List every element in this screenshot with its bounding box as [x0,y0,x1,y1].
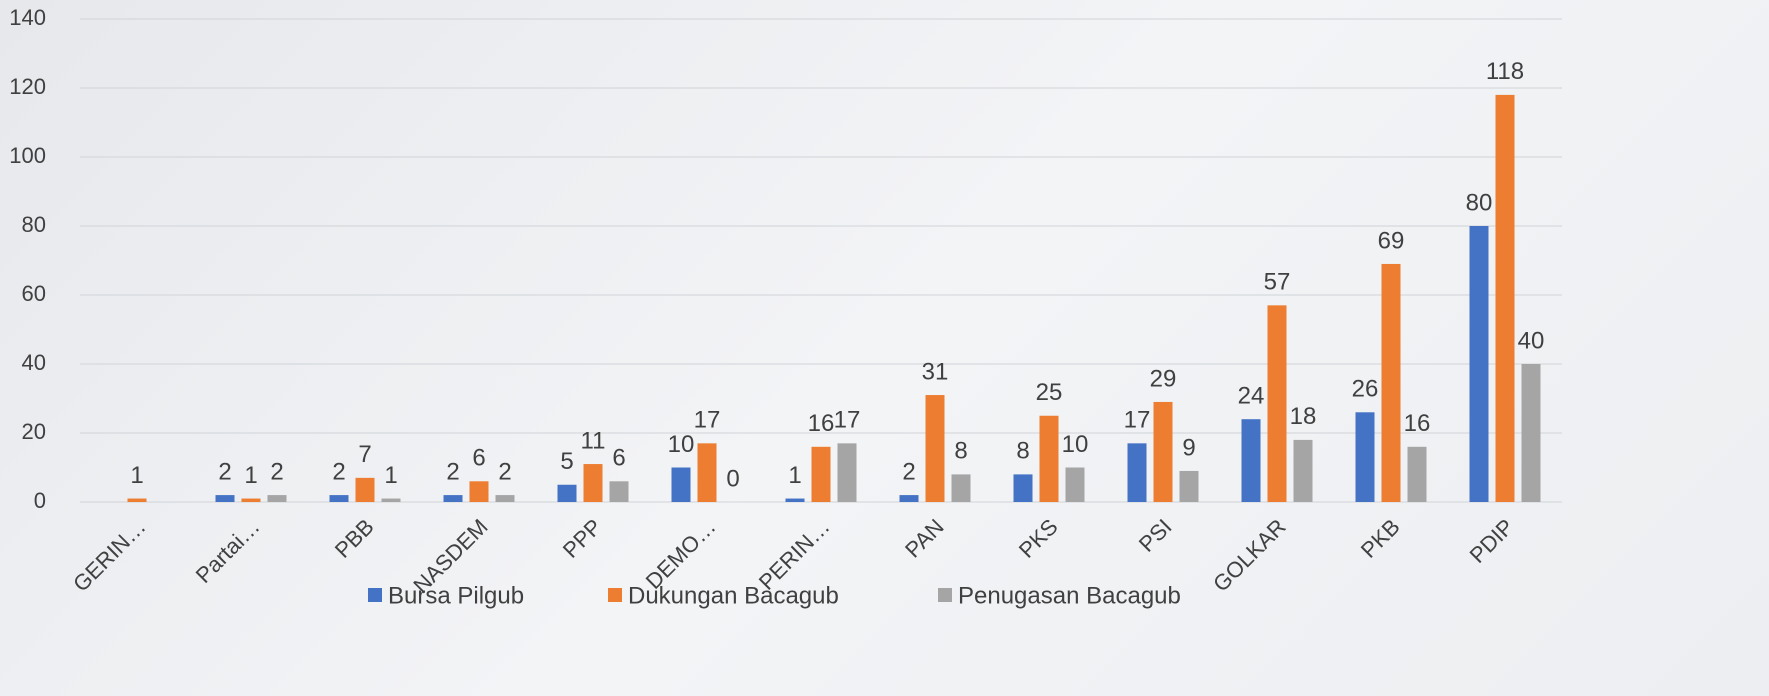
bar [1267,305,1287,502]
y-tick-label: 40 [22,350,46,375]
legend-swatch [368,588,382,602]
x-tick-label: PDIP [1465,514,1519,568]
x-tick-label: GERIN… [68,514,151,597]
bar [609,481,629,502]
data-label: 16 [1404,410,1431,437]
bar [925,395,945,502]
bar [1293,439,1313,502]
x-tick-label: PSI [1134,514,1177,557]
y-tick-label: 100 [9,143,46,168]
x-tick-label: PPP [558,514,607,563]
bar [215,495,235,502]
bar [899,495,919,502]
data-label: 7 [358,441,371,468]
data-label: 2 [270,458,283,485]
data-label: 1 [384,462,397,489]
bar [1127,443,1147,502]
bar [1407,446,1427,502]
bar [1065,467,1085,502]
bar [495,495,515,502]
bar [1179,470,1199,502]
bar [267,495,287,502]
data-label: 18 [1290,403,1317,430]
y-tick-label: 140 [9,5,46,30]
data-label: 69 [1378,227,1405,254]
bar [1381,263,1401,502]
bar [241,498,261,502]
data-label: 118 [1486,58,1524,85]
data-label: 17 [694,407,721,434]
bar [1153,401,1173,502]
data-label: 1 [130,462,143,489]
y-tick-label: 0 [34,488,46,513]
x-tick-label: Partai… [191,514,265,588]
legend-swatch [608,588,622,602]
data-label: 8 [954,438,967,465]
bar [697,443,717,502]
bar [1521,364,1541,502]
bar [127,498,147,502]
data-label: 5 [560,448,573,475]
data-label: 24 [1238,383,1265,410]
data-label: 26 [1352,376,1379,403]
data-label: 1 [788,462,801,489]
x-tick-label: PAN [900,514,949,563]
bar [557,484,577,502]
legend-label: Bursa Pilgub [388,582,524,609]
data-label: 8 [1016,438,1029,465]
bar [469,481,489,502]
x-tick-label: PKS [1014,514,1063,563]
bar [1013,474,1033,502]
bar [1495,94,1515,503]
bar [583,464,603,502]
data-label: 1 [244,462,257,489]
x-tick-label: PBB [330,514,379,563]
data-label: 17 [1124,407,1151,434]
legend-swatch [938,588,952,602]
bar [951,474,971,502]
bar [785,498,805,502]
y-tick-label: 120 [9,74,46,99]
bar [671,467,691,502]
y-tick-label: 80 [22,212,46,237]
data-label: 0 [726,465,739,492]
bar [1039,415,1059,502]
data-label: 2 [218,458,231,485]
data-label: 6 [472,445,485,472]
data-label: 9 [1182,434,1195,461]
bar [381,498,401,502]
bar [355,477,375,502]
data-label: 2 [498,458,511,485]
data-label: 25 [1036,379,1063,406]
data-label: 16 [808,410,835,437]
data-label: 57 [1264,269,1291,296]
legend-label: Penugasan Bacagub [958,582,1181,609]
bar [329,495,349,502]
bar [1241,419,1261,502]
data-label: 6 [612,445,625,472]
data-label: 29 [1150,365,1177,392]
y-tick-label: 20 [22,419,46,444]
bar [837,443,857,502]
x-tick-label: GOLKAR [1208,514,1291,597]
data-label: 2 [902,458,915,485]
data-label: 10 [1062,431,1089,458]
bar [1355,412,1375,502]
data-label: 11 [581,427,606,454]
data-label: 31 [922,358,949,385]
data-label: 2 [332,458,345,485]
data-label: 40 [1518,327,1545,354]
data-label: 10 [668,431,695,458]
x-tick-label: PKB [1356,514,1405,563]
bar [443,495,463,502]
data-label: 2 [446,458,459,485]
legend-label: Dukungan Bacagub [628,582,839,609]
y-tick-label: 60 [22,281,46,306]
bar [811,446,831,502]
data-label: 17 [834,407,861,434]
bar [1469,226,1489,502]
data-label: 80 [1466,189,1493,216]
